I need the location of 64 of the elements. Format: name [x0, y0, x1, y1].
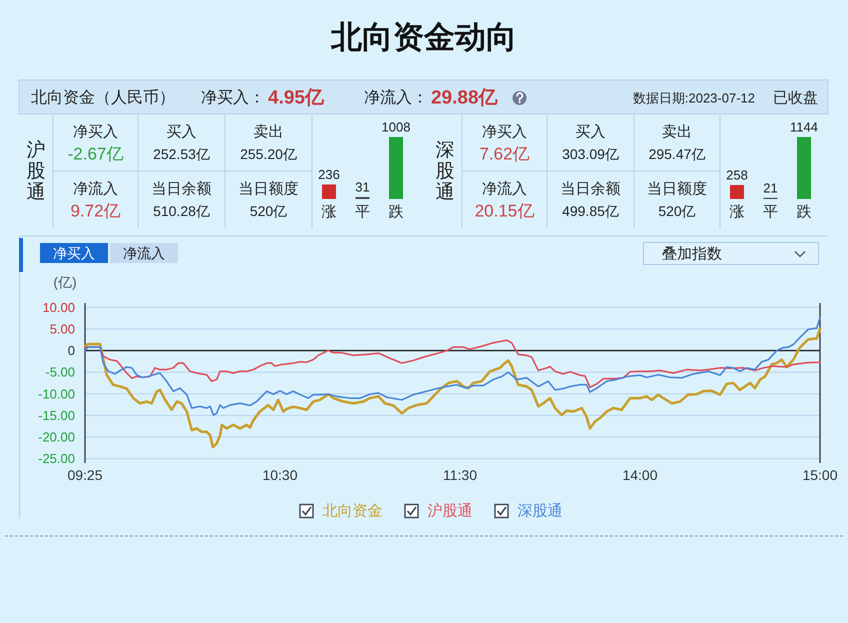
text: 深股通 — [436, 140, 454, 202]
text: 沪股通 — [26, 138, 46, 202]
text: 数据日期:2023-07-12 — [632, 90, 755, 106]
y-tick-label: -25.00 — [38, 451, 75, 466]
y-tick-label: -15.00 — [38, 408, 75, 423]
y-axis-title: (亿) — [53, 274, 77, 290]
text: 当日余额 — [152, 180, 212, 198]
data-label: 258 — [726, 168, 748, 183]
x-tick-label: 涨 — [730, 204, 744, 220]
text: 255.20亿 — [240, 146, 297, 162]
text: 净流入 — [73, 180, 118, 198]
text: 295.47亿 — [648, 146, 706, 162]
text: 29.88亿 — [430, 88, 499, 108]
dropdown: 叠加指数 — [643, 242, 819, 265]
text: 520亿 — [658, 203, 696, 219]
data-label: 31 — [355, 180, 370, 195]
legend: 北向资金 沪股通 深股通 — [299, 502, 562, 520]
text: -2.67亿 — [68, 144, 124, 164]
text: 9.72亿 — [70, 202, 121, 220]
y-tick-label: -5.00 — [45, 364, 75, 380]
text: 买入 — [576, 124, 606, 140]
x-tick-label: 11:30 — [443, 467, 478, 483]
text: 净买入 — [73, 124, 118, 140]
text: 当日余额 — [560, 180, 620, 198]
text: 当日额度 — [238, 180, 298, 198]
tab: 净流入 — [110, 243, 178, 263]
text: 买入 — [166, 124, 196, 140]
x-tick-label: 09:25 — [67, 467, 103, 483]
text: 北向资金（人民币） — [31, 88, 175, 106]
x-tick-label: 14:00 — [622, 467, 658, 483]
data-label: 1144 — [790, 120, 818, 134]
text: 净买入： — [201, 88, 265, 106]
text: 净流入： — [364, 88, 428, 106]
text: 卖出 — [662, 124, 692, 140]
y-tick-label: 0 — [68, 343, 75, 358]
text: 20.15亿 — [474, 202, 534, 220]
text: 当日额度 — [647, 180, 707, 198]
text: 510.28亿 — [153, 203, 210, 219]
y-tick-label: 10.00 — [42, 300, 75, 315]
text: 已收盘 — [773, 90, 818, 106]
data-label: 236 — [318, 166, 340, 182]
text: 净流入 — [482, 180, 527, 198]
text: 499.85亿 — [562, 203, 619, 219]
x-tick-label: 跌 — [388, 204, 404, 220]
text: 卖出 — [254, 124, 284, 140]
text: 520亿 — [250, 203, 288, 219]
x-tick-label: 平 — [355, 204, 370, 220]
x-tick-label: 10:30 — [262, 467, 298, 483]
y-tick-label: 5.00 — [50, 321, 75, 336]
x-tick-label: 平 — [763, 204, 778, 220]
data-label: 1008 — [382, 120, 410, 134]
data-label: 21 — [763, 180, 778, 196]
text: 7.62亿 — [479, 144, 530, 164]
y-tick-label: -20.00 — [38, 430, 75, 445]
x-tick-label: 15:00 — [802, 467, 838, 483]
text: 303.09亿 — [562, 146, 619, 162]
text: 净买入 — [482, 124, 527, 140]
tab: 净买入 — [40, 243, 108, 263]
x-tick-label: 跌 — [796, 204, 812, 220]
text: 北向资金动向 — [330, 20, 517, 54]
x-tick-label: 涨 — [322, 204, 336, 220]
y-tick-label: -10.00 — [38, 386, 75, 402]
text: 4.95亿 — [268, 88, 325, 108]
text: 252.53亿 — [153, 146, 210, 162]
